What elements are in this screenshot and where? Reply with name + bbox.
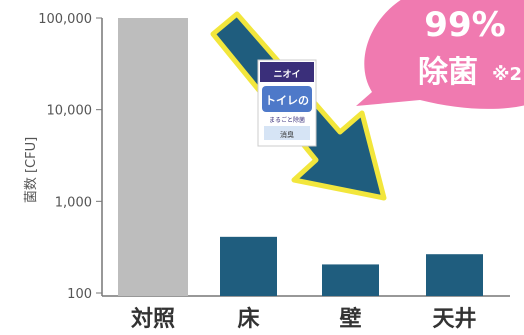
x-tick-label: 床 bbox=[237, 306, 260, 332]
y-axis-label: 菌数 [CFU] bbox=[24, 137, 39, 203]
y-ticks: 100,000 10,000 1,000 100 bbox=[38, 12, 102, 302]
product-sub2: ニオイ bbox=[273, 69, 300, 80]
y-tick-label: 1,000 bbox=[55, 195, 92, 210]
product-headline: トイレの bbox=[265, 94, 309, 107]
bars bbox=[118, 18, 483, 296]
y-tick-label: 100 bbox=[67, 287, 92, 302]
bar-3 bbox=[322, 264, 379, 296]
x-tick-label: 対照 bbox=[131, 307, 175, 332]
product-line: 消臭 bbox=[280, 130, 294, 139]
y-tick-label: 100,000 bbox=[38, 12, 92, 27]
bar-4 bbox=[426, 254, 483, 296]
bar-2 bbox=[220, 236, 277, 296]
x-tick-label: 天井 bbox=[432, 307, 476, 332]
badge-line2: 除菌 bbox=[418, 55, 478, 90]
x-tick-label: 壁 bbox=[339, 306, 361, 332]
y-tick-label: 10,000 bbox=[47, 104, 93, 119]
product-package: ニオイ トイレの まるごと除菌 消臭 bbox=[257, 59, 317, 147]
badge: 99% 除菌 ※2 bbox=[356, 0, 524, 109]
badge-note: ※2 bbox=[492, 64, 522, 85]
x-ticks: 対照 床 壁 天井 bbox=[131, 306, 477, 332]
product-sub1: まるごと除菌 bbox=[269, 116, 305, 124]
badge-line1: 99% bbox=[424, 5, 505, 45]
bar-1 bbox=[118, 18, 188, 296]
